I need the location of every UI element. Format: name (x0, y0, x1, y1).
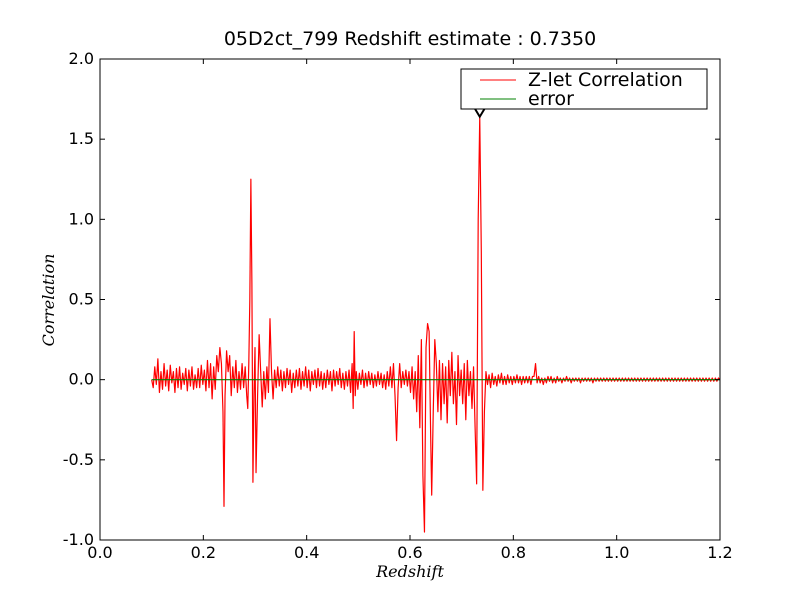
x-tick-label: 1.0 (604, 543, 629, 562)
x-tick-label: 0.2 (191, 543, 216, 562)
y-tick-label: 1.0 (69, 209, 94, 228)
x-tick-label: 0.0 (87, 543, 112, 562)
x-tick-label: 1.2 (707, 543, 732, 562)
y-tick-label: 0.0 (69, 370, 94, 389)
y-tick-label: -0.5 (63, 450, 94, 469)
legend-label-zlet: Z-let Correlation (528, 69, 683, 91)
legend-label-error: error (528, 88, 574, 110)
x-tick-label: 0.6 (397, 543, 422, 562)
y-tick-label: 0.5 (69, 290, 94, 309)
series-layer (151, 116, 720, 533)
y-tick-label: 2.0 (69, 49, 94, 68)
x-tick-label: 0.4 (294, 543, 319, 562)
y-axis-label: Correlation (39, 254, 58, 347)
plot-area (100, 59, 720, 540)
chart-title: 05D2ct_799 Redshift estimate : 0.7350 (224, 28, 596, 50)
y-tick-label: 1.5 (69, 129, 94, 148)
y-tick-label: -1.0 (63, 530, 94, 549)
plot-frame (99, 58, 721, 541)
x-tick-label: 0.8 (501, 543, 526, 562)
legend: Z-let Correlation error (460, 68, 708, 110)
tick-labels-layer: 0.0 0.2 0.4 0.6 0.8 1.0 1.2 2.0 1.5 1.0 0.5 0.0 -0.5… (63, 49, 733, 562)
x-axis-label: Redshift (375, 562, 444, 581)
legend-box (460, 68, 708, 110)
series-line-zlet-correlation (151, 116, 720, 533)
